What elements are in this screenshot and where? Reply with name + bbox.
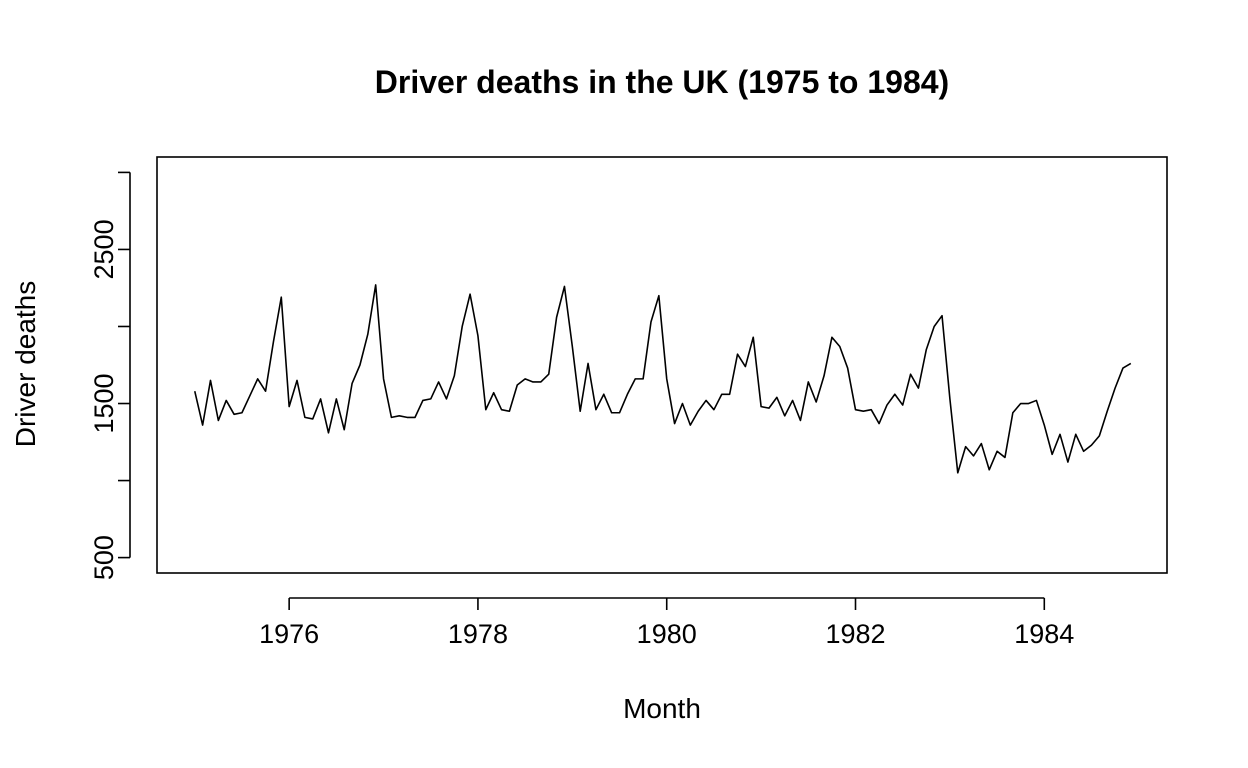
- series-line: [193, 284, 1132, 474]
- chart-title: Driver deaths in the UK (1975 to 1984): [375, 64, 949, 100]
- y-axis-label: Driver deaths: [10, 281, 41, 448]
- y-tick-label: 2500: [89, 219, 119, 279]
- x-tick-label: 1976: [259, 619, 319, 649]
- x-tick-label: 1978: [448, 619, 508, 649]
- x-tick-label: 1984: [1014, 619, 1074, 649]
- x-tick-label: 1980: [637, 619, 697, 649]
- plot-frame: [156, 156, 1168, 574]
- series-group: [193, 284, 1132, 474]
- y-tick-label: 1500: [89, 373, 119, 433]
- y-tick-label: 500: [89, 535, 119, 580]
- x-tick-label: 1982: [825, 619, 885, 649]
- y-axis: 500 1500 2500: [89, 171, 131, 580]
- x-axis: 1976 1978 1980 1982 1984: [259, 597, 1074, 649]
- x-axis-label: Month: [623, 693, 701, 724]
